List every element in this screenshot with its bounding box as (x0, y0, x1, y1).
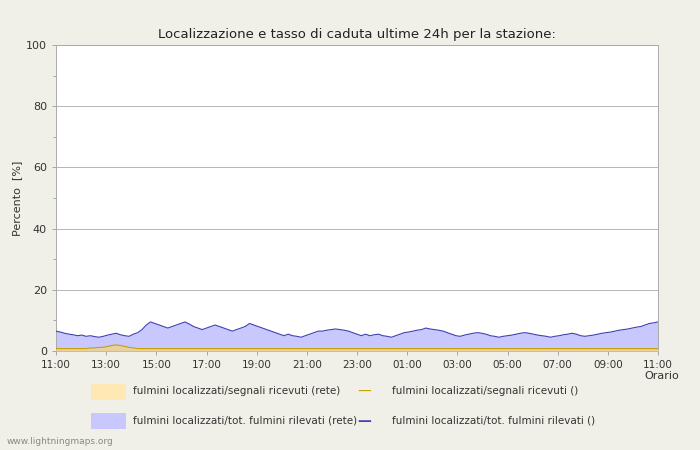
Text: fulmini localizzati/tot. fulmini rilevati (rete): fulmini localizzati/tot. fulmini rilevat… (133, 416, 357, 426)
Title: Localizzazione e tasso di caduta ultime 24h per la stazione:: Localizzazione e tasso di caduta ultime … (158, 28, 556, 41)
Text: www.lightningmaps.org: www.lightningmaps.org (7, 436, 113, 446)
Text: fulmini localizzati/tot. fulmini rilevati (): fulmini localizzati/tot. fulmini rilevat… (392, 416, 595, 426)
Text: —: — (357, 384, 371, 399)
Y-axis label: Percento  [%]: Percento [%] (12, 160, 22, 236)
Text: Orario: Orario (644, 371, 679, 381)
Text: fulmini localizzati/segnali ricevuti (): fulmini localizzati/segnali ricevuti () (392, 387, 578, 396)
Text: —: — (357, 414, 371, 428)
Text: fulmini localizzati/segnali ricevuti (rete): fulmini localizzati/segnali ricevuti (re… (133, 387, 340, 396)
